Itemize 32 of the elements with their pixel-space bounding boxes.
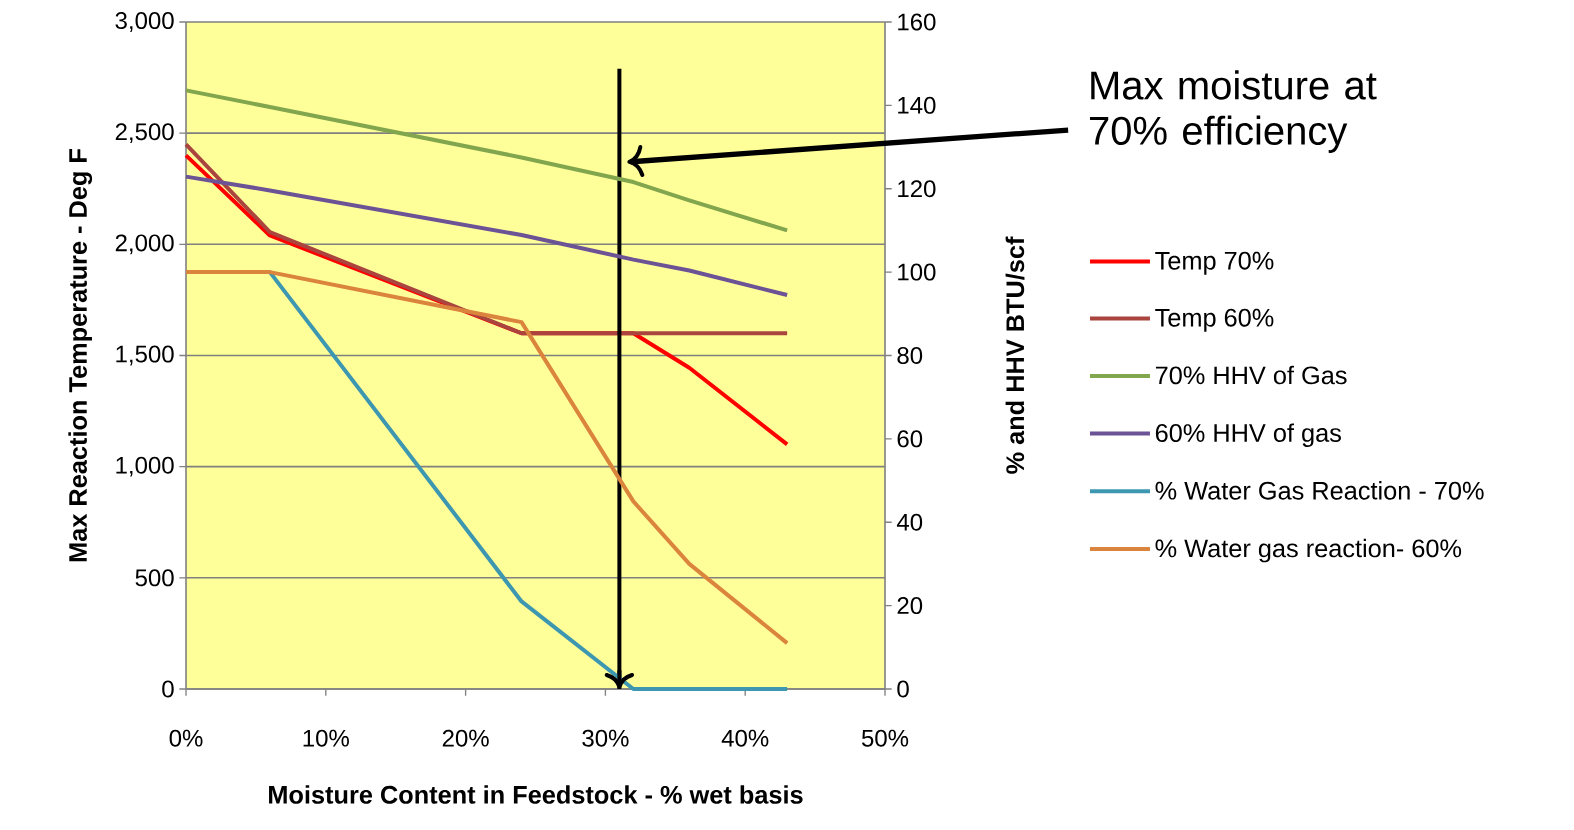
y-tick-label: 2,500 bbox=[115, 123, 174, 144]
y-tick-label: 1,000 bbox=[116, 456, 174, 477]
y2-tick-label: 80 bbox=[897, 346, 923, 364]
y2-tick-label: 140 bbox=[898, 96, 936, 114]
y-tick-label: 1,500 bbox=[116, 345, 174, 366]
y2-tick-label: 60 bbox=[897, 430, 923, 448]
y2-tick-label: 0 bbox=[897, 680, 909, 698]
x-tick-label: 40% bbox=[721, 729, 769, 747]
x-tick-label: 50% bbox=[861, 729, 909, 747]
y-axis-title: Max Reaction Temperature - Deg F bbox=[68, 149, 93, 562]
y-tick-label: 500 bbox=[135, 569, 174, 587]
x-tick-label: 30% bbox=[582, 729, 629, 747]
y2-tick-label: 100 bbox=[898, 263, 936, 281]
y-tick-label: 0 bbox=[162, 680, 174, 698]
text: Max moisture at 70% efficiency bbox=[1090, 70, 1377, 153]
x-tick-label: 10% bbox=[303, 729, 349, 747]
legend-label: Temp 70% bbox=[1155, 251, 1274, 275]
legend-label: % Water Gas Reaction - 70% bbox=[1155, 481, 1484, 500]
x-tick-label: 0% bbox=[169, 729, 203, 747]
legend-label: % Water gas reaction- 60% bbox=[1155, 538, 1462, 563]
x-tick-label: 20% bbox=[442, 729, 489, 747]
legend-label: Temp 60% bbox=[1155, 308, 1274, 332]
y2-axis-title: % and HHV BTU/scf bbox=[1005, 236, 1025, 474]
y2-tick-label: 40 bbox=[896, 513, 923, 531]
y2-tick-label: 160 bbox=[898, 13, 936, 31]
y-tick-label: 3,000 bbox=[115, 12, 174, 32]
y2-tick-label: 20 bbox=[897, 597, 923, 615]
x-axis-title: Moisture Content in Feedstock - % wet basis bbox=[269, 785, 803, 804]
legend-label: 60% HHV of gas bbox=[1155, 423, 1341, 447]
y-tick-label: 2,000 bbox=[115, 234, 174, 255]
y2-tick-label: 120 bbox=[898, 180, 936, 198]
legend-label: 70% HHV of Gas bbox=[1155, 365, 1347, 385]
